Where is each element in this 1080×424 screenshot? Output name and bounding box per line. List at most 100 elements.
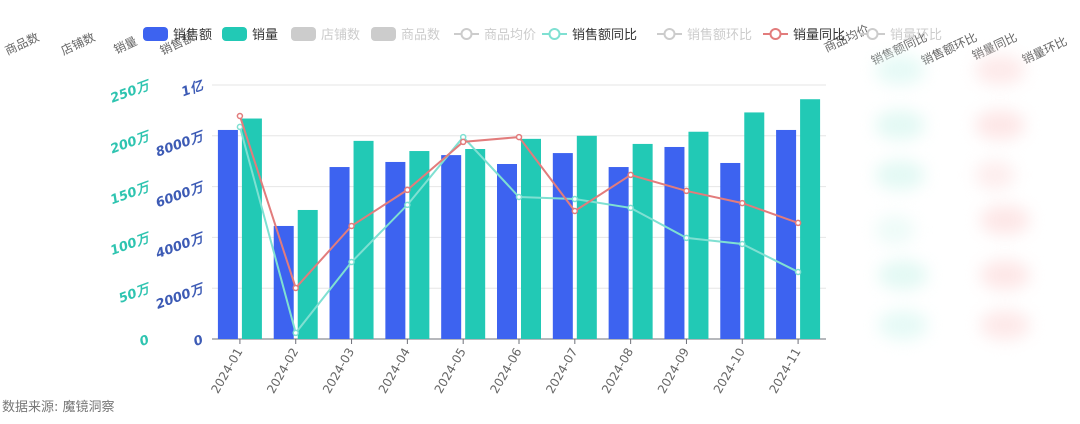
sales-yoy-point[interactable] [571, 195, 579, 203]
volume-bar[interactable] [241, 118, 262, 339]
faded-axis-blob [980, 310, 1030, 340]
legend-swatch [143, 27, 168, 41]
sales-bar[interactable] [720, 162, 741, 339]
sales-axis-tick: 4000万 [153, 230, 208, 262]
volume-bar[interactable] [744, 112, 765, 339]
legend-swatch [371, 27, 396, 41]
legend-item[interactable]: 销量 [222, 27, 278, 43]
sales-bar[interactable] [441, 155, 462, 339]
x-axis-label: 2024-09 [655, 346, 692, 396]
volume-yoy-point[interactable] [515, 133, 523, 141]
volume-bar[interactable] [688, 131, 709, 339]
legend-swatch [291, 27, 316, 41]
faded-axis-blob [975, 160, 1015, 190]
sales-yoy-point[interactable] [683, 234, 690, 242]
volume-yoy-point[interactable] [683, 187, 690, 195]
data-source-text: 数据来源: 魔镜洞察 [2, 400, 115, 415]
legend: 销售额 销量 店铺数 商品数 商品均价 销售额同比 销售额环比 销量同比 销量环比 [143, 27, 942, 43]
x-axis-label: 2024-08 [599, 346, 636, 396]
volume-yoy-point[interactable] [571, 207, 579, 215]
x-axis-label: 2024-04 [376, 346, 413, 396]
legend-item[interactable]: 销售额 [143, 27, 212, 43]
axis-name-right: 销量环比 [1020, 34, 1069, 67]
axis-name-left: 商品数 [2, 29, 41, 58]
sales-yoy-point[interactable] [236, 123, 244, 131]
legend-item[interactable]: 销售额同比 [542, 27, 637, 43]
legend-circle-icon [769, 28, 782, 40]
legend-item[interactable]: 销量同比 [763, 28, 845, 43]
volume-yoy-point[interactable] [794, 219, 802, 227]
sales-bar[interactable] [776, 129, 797, 339]
sales-bar[interactable] [608, 167, 629, 339]
sales-bar[interactable] [497, 163, 517, 339]
volume-yoy-point[interactable] [459, 138, 467, 146]
sales-yoy-point[interactable] [292, 329, 299, 337]
legend-label: 商品均价 [484, 28, 536, 43]
legend-item[interactable]: 商品均价 [454, 28, 536, 43]
legend-label: 销售额 [173, 27, 212, 43]
sales-yoy-point[interactable] [515, 193, 523, 201]
x-axis-label: 2024-01 [208, 346, 245, 396]
faded-axis-blob [875, 215, 915, 245]
sales-bar[interactable] [217, 129, 238, 339]
volume-yoy-point[interactable] [627, 171, 634, 179]
legend-circle-icon [460, 28, 473, 40]
faded-axis-blob [975, 55, 1025, 85]
x-axis-label: 2024-02 [264, 346, 301, 396]
legend-label: 销售额环比 [687, 27, 752, 43]
sales-yoy-point[interactable] [739, 240, 746, 248]
y-axes: 0 2000万 4000万 6000万 8000万 1亿 0 50万 100万 150万 200万 2… [109, 77, 209, 350]
sales-bar[interactable] [552, 153, 573, 339]
axis-name-left: 销量 [112, 34, 140, 57]
legend-item[interactable]: 销售额环比 [657, 27, 752, 43]
sales-yoy-point[interactable] [404, 201, 411, 209]
sales-bar[interactable] [329, 167, 350, 339]
legend-circle-icon [548, 28, 561, 40]
faded-axis-blob [980, 260, 1030, 290]
volume-yoy-point[interactable] [739, 199, 746, 207]
volume-axis-tick: 100万 [109, 230, 155, 259]
volume-yoy-point[interactable] [404, 186, 411, 194]
volume-bar[interactable] [800, 99, 821, 339]
legend-label: 销量同比 [793, 28, 845, 43]
x-axis-label: 2024-10 [711, 346, 748, 396]
volume-yoy-point[interactable] [292, 284, 299, 292]
volume-axis-tick: 50万 [117, 281, 154, 307]
sales-yoy-point[interactable] [794, 268, 802, 276]
volume-bar[interactable] [409, 151, 430, 339]
sales-axis-tick: 2000万 [154, 281, 208, 313]
volume-bar[interactable] [353, 140, 374, 339]
x-axis: 2024-01 2024-02 2024-03 2024-04 2024-05 2024-… [208, 339, 804, 396]
volume-axis-tick: 200万 [109, 128, 155, 157]
volume-bar[interactable] [465, 149, 486, 339]
faded-axis-blob [878, 310, 928, 340]
x-axis-label: 2024-05 [432, 346, 469, 396]
volume-yoy-point[interactable] [348, 222, 355, 230]
legend-label: 销售额同比 [572, 27, 637, 43]
volume-bar[interactable] [632, 143, 653, 339]
sales-bar[interactable] [664, 146, 685, 339]
legend-item[interactable]: 店铺数 [291, 27, 360, 43]
volume-axis-tick: 0 [138, 333, 152, 350]
volume-yoy-point[interactable] [236, 112, 244, 120]
legend-circle-icon [663, 28, 676, 40]
volume-yoy-line [238, 115, 799, 290]
x-axis-label: 2024-03 [320, 346, 357, 396]
sales-axis-tick: 0 [192, 333, 206, 350]
volume-bar[interactable] [521, 138, 541, 339]
sales-bar[interactable] [273, 225, 294, 339]
volume-bar[interactable] [576, 135, 597, 339]
legend-item[interactable]: 商品数 [371, 27, 440, 43]
faded-axis-blob [878, 260, 928, 290]
sales-axis-tick: 1亿 [179, 77, 207, 100]
legend-label: 店铺数 [321, 28, 360, 43]
sales-yoy-point[interactable] [348, 258, 355, 266]
legend-label: 销量 [252, 28, 278, 43]
legend-circle-icon [866, 28, 879, 40]
sales-bar[interactable] [385, 161, 406, 339]
sales-yoy-point[interactable] [627, 204, 634, 212]
faded-axis-blob [875, 160, 925, 190]
legend-item[interactable]: 销量环比 [860, 28, 942, 43]
x-axis-label: 2024-11 [766, 346, 803, 396]
